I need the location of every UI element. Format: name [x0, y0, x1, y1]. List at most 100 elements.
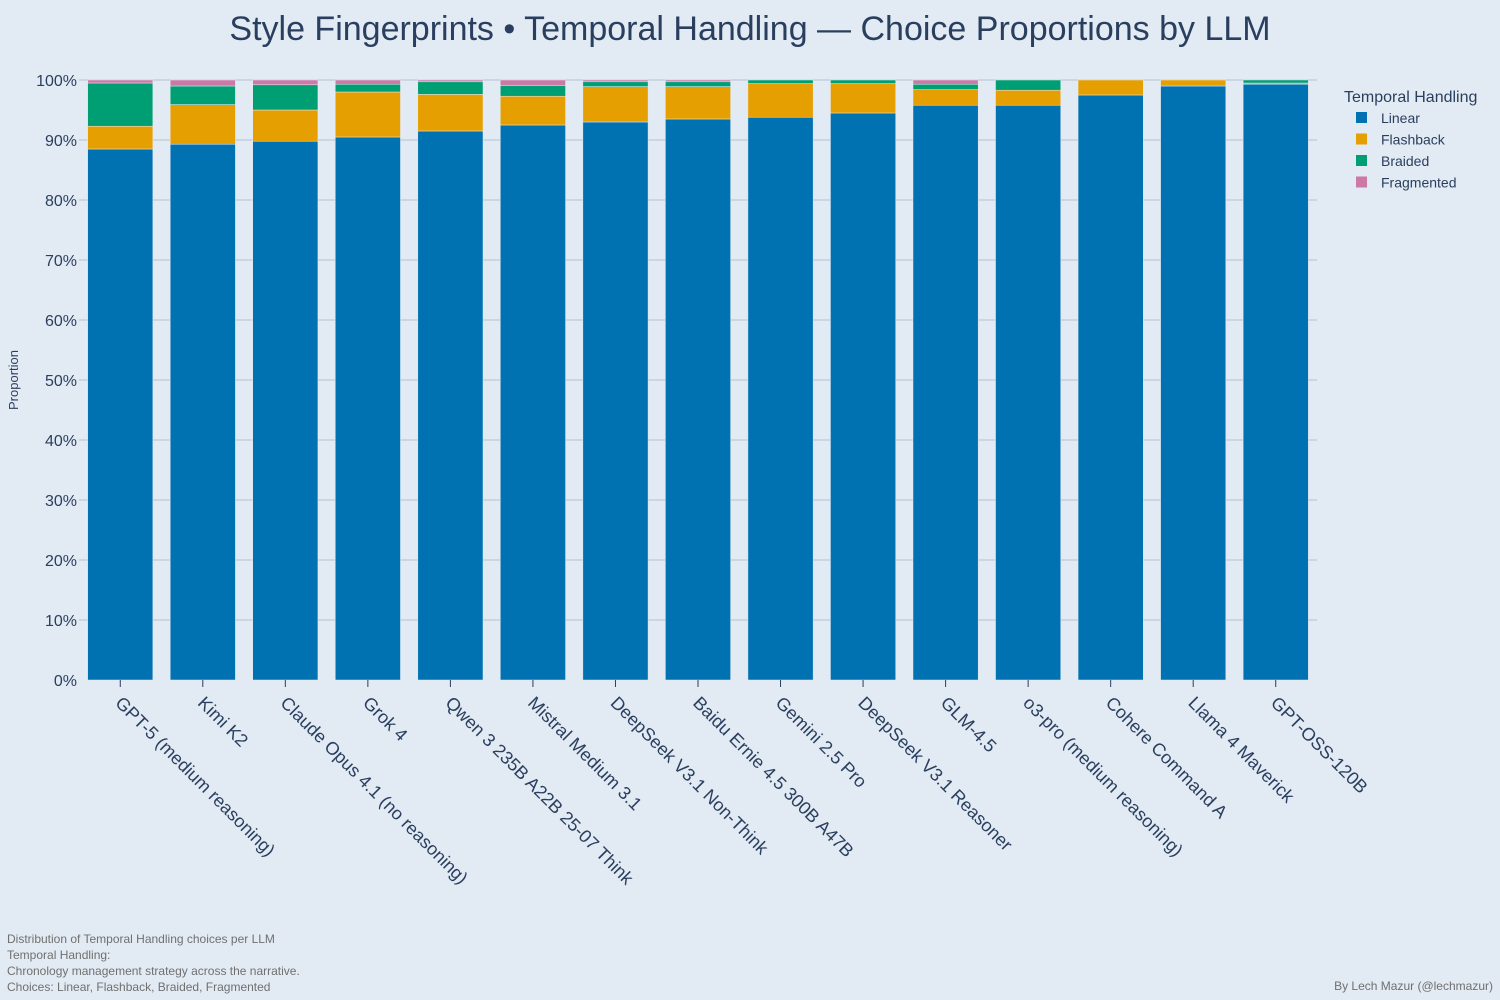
bar-stack [500, 79, 566, 681]
bar-stack [1160, 79, 1227, 681]
bar-stack [830, 79, 896, 681]
bar-segment-braided [169, 85, 236, 105]
bar-segment-linear [582, 121, 649, 681]
bar-segment-braided [87, 82, 154, 127]
bar-segment-linear [169, 143, 236, 681]
legend-label: Fragmented [1381, 175, 1456, 191]
x-tick-label: Kimi K2 [194, 693, 252, 751]
footnote: Distribution of Temporal Handling choice… [7, 931, 300, 995]
legend-swatch [1356, 155, 1367, 166]
x-tick-label: DeepSeek V3.1 Reasoner [854, 693, 1016, 855]
bar-stack [1242, 79, 1309, 681]
bar-segment-linear [912, 104, 979, 681]
bar-segment-braided [1242, 79, 1309, 84]
bar-stack [665, 79, 731, 681]
chart-title: Style Fingerprints • Temporal Handling —… [229, 10, 1270, 48]
bar-segment-braided [747, 79, 814, 84]
bar-stack [747, 79, 814, 681]
x-tick-label: GPT-5 (medium reasoning) [111, 693, 279, 861]
legend-label: Flashback [1381, 132, 1446, 148]
bar-segment-linear [335, 136, 401, 681]
bar-segment-linear [87, 148, 154, 681]
bar-segment-linear [252, 140, 319, 681]
y-tick-label: 40% [45, 433, 77, 450]
x-tick-label: Grok 4 [359, 693, 411, 745]
bar-segment-linear [1160, 85, 1227, 681]
y-axis-ticks: 0% 10% 20% 30% 40% 50% 60% 70% 80% 90% 100% [36, 73, 77, 690]
bar-stack [1077, 79, 1144, 681]
credit: By Lech Mazur (@lechmazur) [1334, 979, 1493, 993]
footnote-line: Temporal Handling: [7, 948, 111, 962]
bar-segment-flashback [830, 83, 896, 114]
bar-segment-flashback [252, 109, 319, 142]
bar-segment-flashback [665, 86, 731, 120]
x-tick-label: DeepSeek V3.1 Non-Think [607, 693, 773, 859]
legend-swatch [1356, 176, 1367, 188]
bar-stack [252, 79, 319, 681]
bar-segment-fragmented [169, 79, 236, 87]
legend-label: Linear [1381, 110, 1420, 126]
bar-segment-flashback [500, 95, 566, 126]
bar-segment-flashback [995, 89, 1061, 106]
bar-stack [87, 79, 154, 681]
bar-segment-braided [252, 84, 319, 111]
x-tick-label: GLM-4.5 [937, 693, 1001, 757]
bar-stack [417, 79, 484, 681]
footnote-line: Choices: Linear, Flashback, Braided, Fra… [7, 980, 271, 994]
bar-segment-flashback [169, 104, 236, 145]
y-tick-label: 20% [45, 553, 77, 570]
bar-segment-fragmented [912, 79, 979, 85]
bar-segment-fragmented [582, 79, 649, 83]
bar-stack [995, 79, 1061, 681]
bar-segment-flashback [582, 86, 649, 123]
legend-label: Braided [1381, 153, 1429, 169]
legend-title: Temporal Handling [1344, 89, 1477, 106]
bar-segment-flashback [1160, 79, 1227, 87]
footnote-line: Distribution of Temporal Handling choice… [7, 932, 275, 946]
x-tick-label: Claude Opus 4.1 (no reasoning) [277, 693, 472, 888]
y-tick-label: 60% [45, 313, 77, 330]
bar-segment-braided [830, 79, 896, 84]
bar-segment-linear [747, 116, 814, 681]
x-tick-label: o3-pro (medium reasoning) [1019, 693, 1187, 861]
bar-segment-braided [335, 83, 401, 93]
bar-stack [169, 79, 236, 681]
bar-segment-linear [1077, 94, 1144, 681]
bar-segment-fragmented [500, 79, 566, 86]
bar-segment-braided [582, 81, 649, 87]
y-tick-label: 30% [45, 493, 77, 510]
x-axis-ticks: GPT-5 (medium reasoning)Kimi K2 Claude Op… [111, 680, 1372, 889]
bar-segment-fragmented [252, 79, 319, 86]
y-tick-label: 10% [45, 613, 77, 630]
bar-segment-flashback [912, 89, 979, 106]
bars [87, 79, 1309, 681]
bar-segment-braided [995, 79, 1061, 91]
legend: Temporal Handling Linear Flashback Braided… [1344, 89, 1477, 191]
bar-stack [912, 79, 979, 681]
y-tick-label: 100% [36, 73, 77, 90]
bar-stack [335, 79, 401, 681]
bar-segment-braided [665, 81, 731, 87]
bar-segment-fragmented [87, 79, 154, 84]
bar-segment-linear [995, 104, 1061, 681]
x-tick-label: Baidu Ernie 4.5 300B A47B [689, 693, 857, 861]
bar-segment-linear [500, 124, 566, 681]
legend-swatch [1356, 133, 1367, 145]
bar-segment-flashback [87, 125, 154, 150]
y-tick-label: 70% [45, 253, 77, 270]
y-tick-label: 0% [54, 673, 77, 690]
bar-segment-fragmented [665, 79, 731, 83]
y-tick-label: 80% [45, 193, 77, 210]
bar-segment-fragmented [417, 79, 484, 83]
legend-swatch [1356, 112, 1367, 123]
bar-segment-linear [665, 118, 731, 681]
bar-segment-linear [1242, 83, 1309, 681]
bar-segment-braided [500, 85, 566, 97]
y-tick-label: 50% [45, 373, 77, 390]
bar-segment-flashback [1077, 79, 1144, 96]
bar-segment-braided [417, 81, 484, 95]
bar-stack [582, 79, 649, 681]
bar-segment-fragmented [335, 79, 401, 85]
